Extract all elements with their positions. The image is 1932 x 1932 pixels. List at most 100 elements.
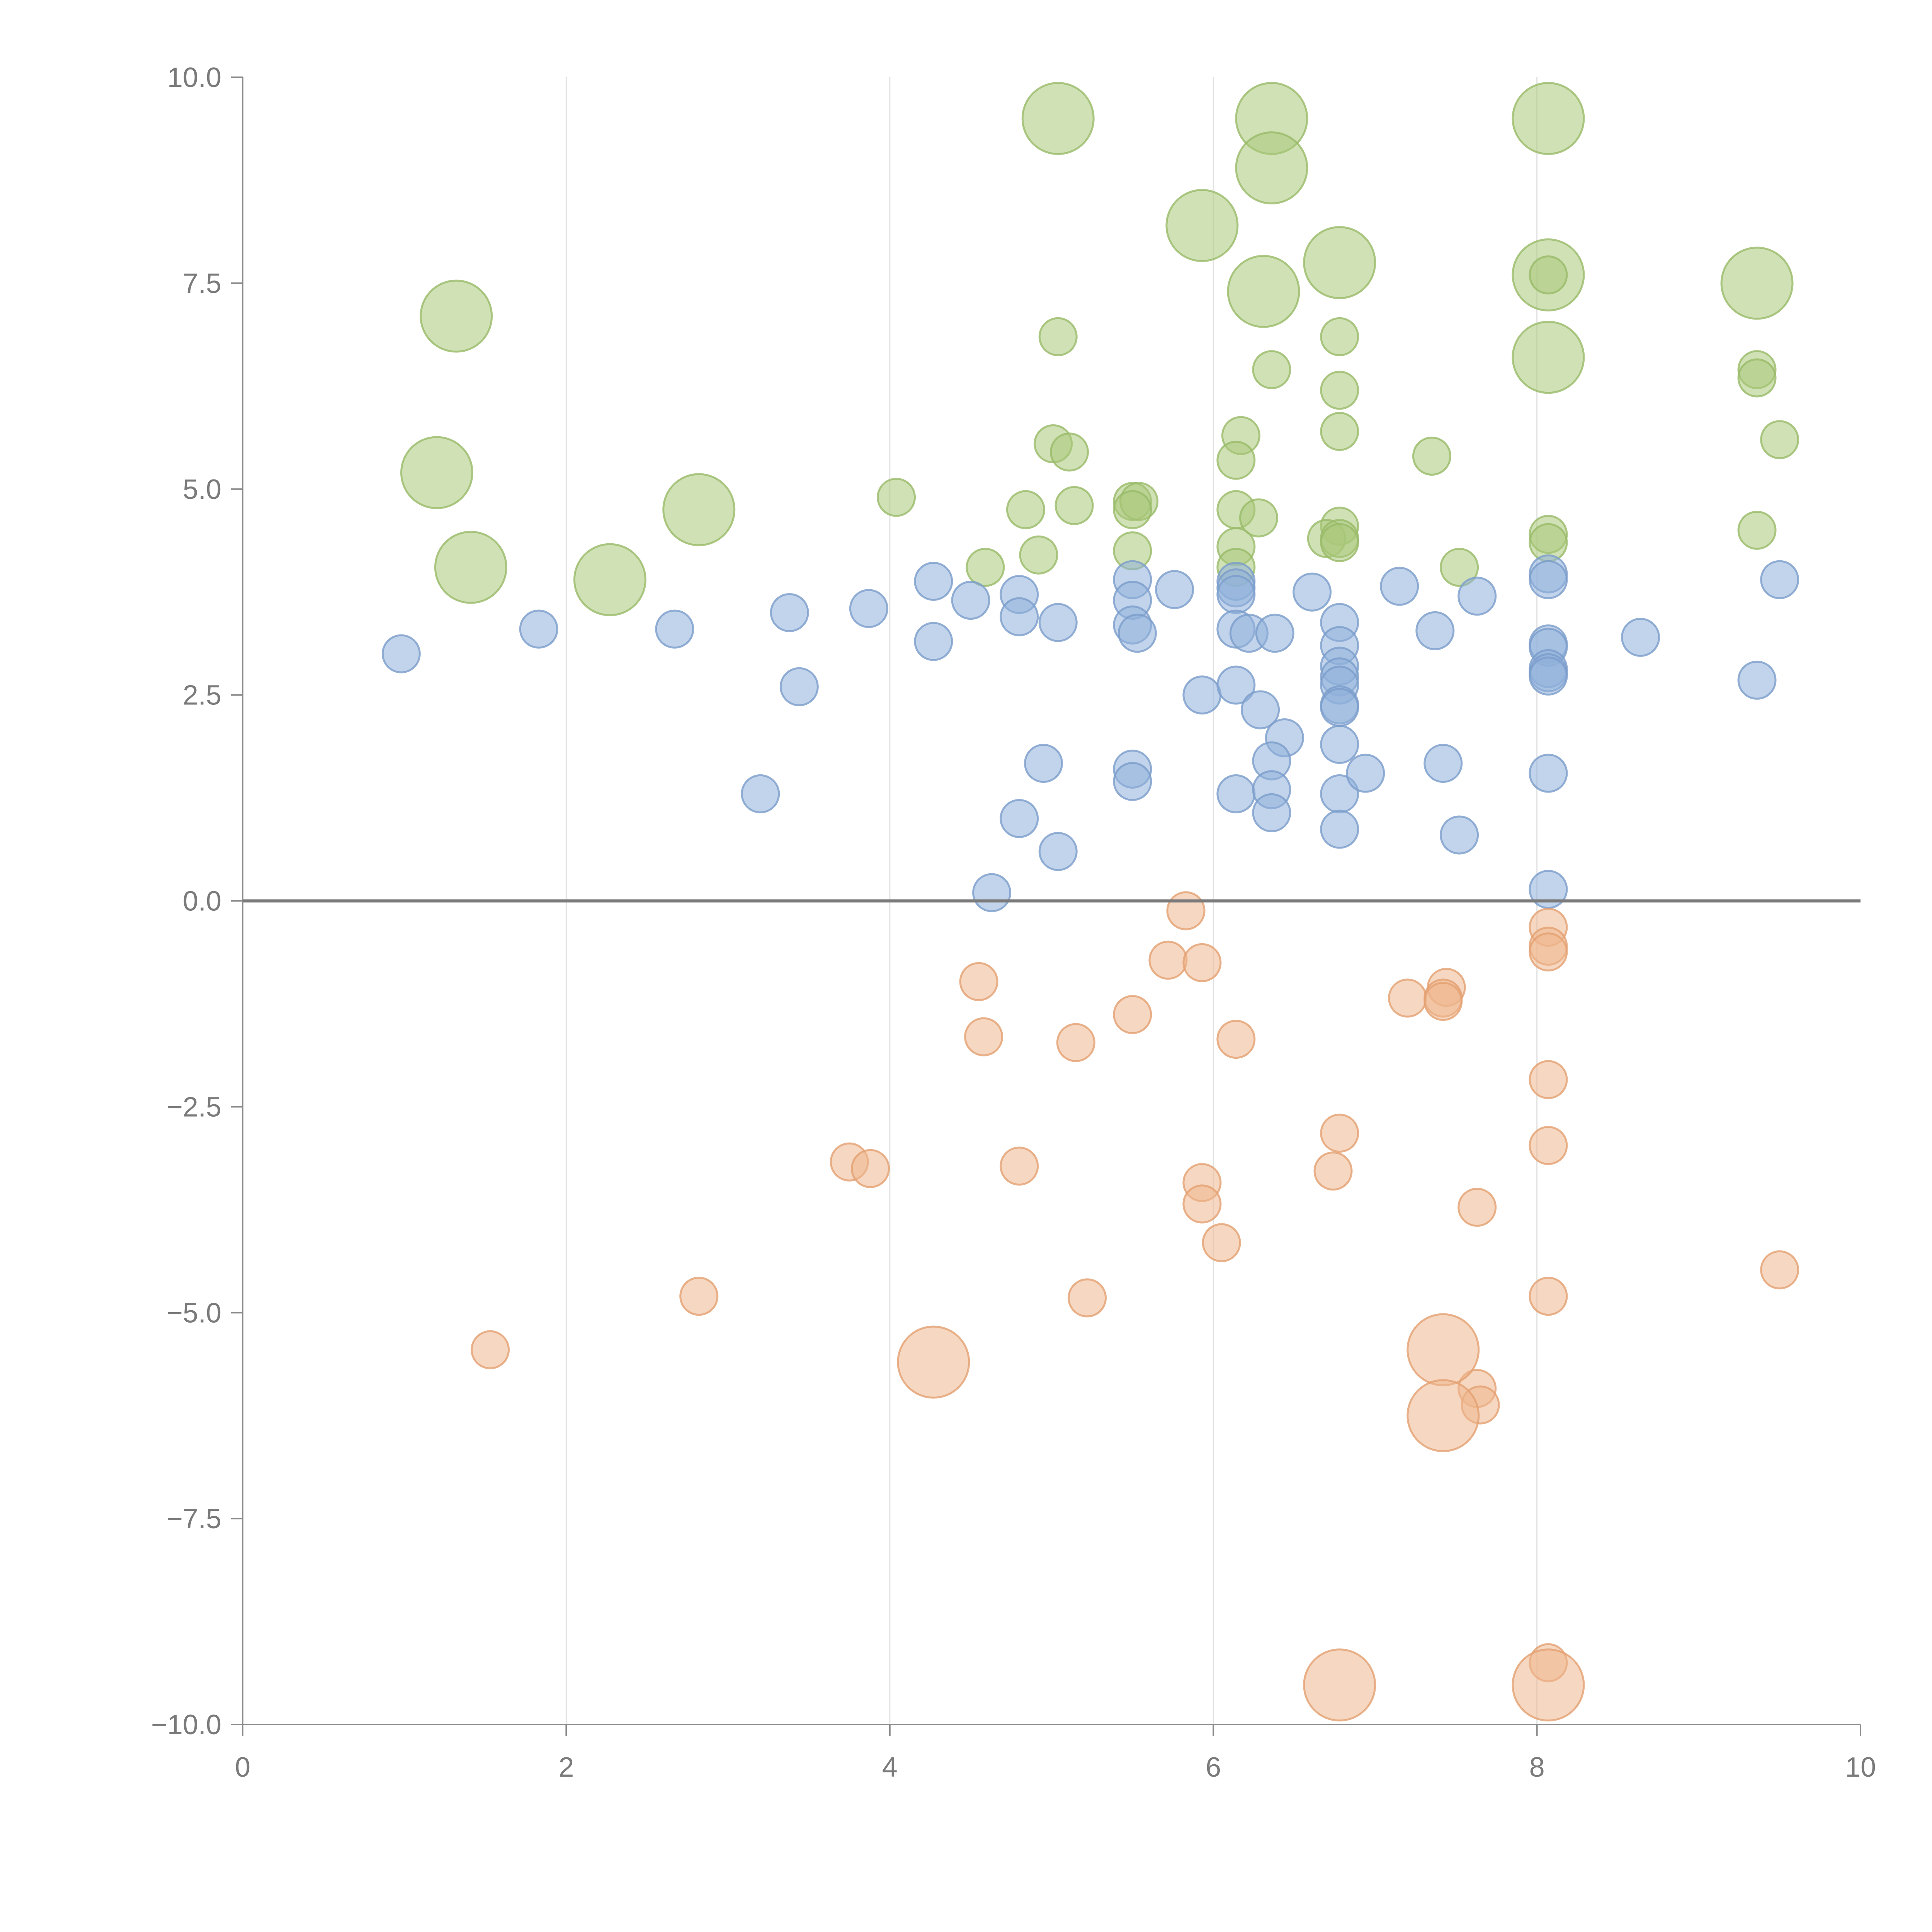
data-point-blue (1458, 577, 1497, 616)
data-point-orange (959, 962, 998, 1001)
data-point-blue (1024, 744, 1063, 783)
data-point-orange (1529, 932, 1568, 972)
data-point-blue (1000, 597, 1039, 636)
data-point-blue (951, 581, 990, 620)
data-point-green (1320, 317, 1359, 356)
data-point-orange (1423, 982, 1463, 1021)
data-point-green (1440, 548, 1479, 587)
data-point-green (1320, 523, 1359, 562)
x-tick-label: 6 (1206, 1752, 1221, 1783)
data-point-blue (1423, 744, 1463, 783)
data-point-orange (1303, 1648, 1376, 1722)
data-point-blue (1000, 799, 1039, 838)
y-tick-label: −5.0 (167, 1298, 221, 1328)
data-point-green (1720, 247, 1794, 320)
data-point-blue (1760, 560, 1799, 599)
data-point-blue (519, 609, 558, 649)
data-point-green (1737, 510, 1777, 550)
data-point-blue (849, 589, 888, 628)
data-point-green (1216, 440, 1256, 480)
x-tick-label: 0 (235, 1752, 250, 1783)
data-point-blue (741, 774, 780, 813)
y-tick-label: 10.0 (167, 62, 221, 93)
data-point-green (1239, 498, 1278, 537)
data-point-green (1050, 432, 1089, 472)
data-point-orange (1113, 995, 1152, 1034)
data-point-orange (851, 1149, 890, 1188)
y-tick-label: −7.5 (167, 1503, 221, 1534)
data-point-blue (1737, 660, 1777, 700)
data-point-green (1320, 412, 1359, 451)
data-point-blue (1155, 570, 1194, 609)
data-point-blue (914, 622, 953, 661)
data-point-blue (1320, 725, 1359, 764)
data-point-blue (1440, 815, 1479, 855)
data-point-orange (1216, 1020, 1256, 1059)
data-point-orange (471, 1330, 510, 1369)
data-point-blue (1621, 617, 1660, 657)
data-point-green (662, 473, 736, 546)
x-tick-label: 4 (882, 1752, 898, 1783)
data-point-blue (972, 873, 1012, 912)
data-point-green (1529, 255, 1568, 295)
data-point-green (1512, 82, 1585, 155)
data-point-orange (1068, 1278, 1107, 1318)
data-point-blue (1113, 762, 1152, 801)
data-point-orange (1760, 1250, 1799, 1289)
data-point-green (1006, 490, 1046, 529)
x-tick-label: 8 (1529, 1752, 1545, 1783)
data-point-green (1235, 131, 1308, 204)
data-point-blue (1293, 572, 1332, 612)
data-point-orange (1320, 1114, 1359, 1153)
data-point-blue (1346, 753, 1385, 793)
data-point-orange (1458, 1187, 1497, 1227)
data-point-blue (1038, 603, 1078, 642)
data-point-blue (1529, 656, 1568, 696)
data-point-orange (1148, 940, 1188, 980)
data-point-green (877, 478, 916, 517)
data-point-orange (1406, 1313, 1480, 1386)
data-point-blue (1216, 575, 1256, 614)
y-tick-label: 2.5 (183, 680, 221, 711)
data-point-green (573, 543, 646, 616)
data-point-orange (1202, 1223, 1241, 1262)
data-point-blue (1241, 690, 1280, 730)
data-point-blue (914, 561, 953, 601)
data-point-orange (1406, 1379, 1480, 1452)
data-point-blue (1216, 665, 1256, 705)
data-point-orange (1512, 1648, 1585, 1722)
x-tick-label: 10 (1845, 1752, 1876, 1783)
data-point-blue (779, 667, 819, 706)
y-tick-label: 7.5 (183, 268, 221, 299)
x-tick-label: 2 (558, 1752, 574, 1783)
y-tick-label: −10.0 (151, 1709, 221, 1740)
data-point-orange (1313, 1151, 1353, 1191)
data-point-blue (1320, 688, 1359, 727)
data-point-blue (1252, 793, 1291, 832)
data-point-blue (655, 609, 694, 649)
data-point-orange (1529, 1060, 1568, 1099)
data-point-orange (1529, 1277, 1568, 1316)
data-point-green (1303, 226, 1376, 299)
series-orange (471, 891, 1799, 1722)
data-point-blue (1216, 774, 1256, 813)
data-point-orange (897, 1325, 970, 1399)
data-point-green (1760, 420, 1799, 459)
data-point-orange (1182, 1184, 1222, 1224)
tick-labels: 10.0 7.5 5.0 2.5 0.0 −2.5 −5.0 −7.5 −10.0 0 2 4 6 8 10 (151, 62, 1876, 1783)
data-point-green (966, 548, 1005, 587)
data-point-green (1165, 189, 1239, 262)
y-tick-label: 5.0 (183, 474, 221, 505)
data-point-blue (1380, 566, 1419, 606)
data-point-blue (1038, 832, 1078, 871)
data-point-blue (1529, 560, 1568, 599)
data-point-green (1412, 436, 1451, 476)
data-point-green (1019, 535, 1058, 575)
data-point-orange (1182, 943, 1222, 982)
data-point-green (420, 279, 493, 353)
data-point-blue (1255, 614, 1294, 653)
series-layer (381, 82, 1799, 1722)
data-point-green (1737, 358, 1777, 398)
data-point-orange (679, 1277, 719, 1316)
